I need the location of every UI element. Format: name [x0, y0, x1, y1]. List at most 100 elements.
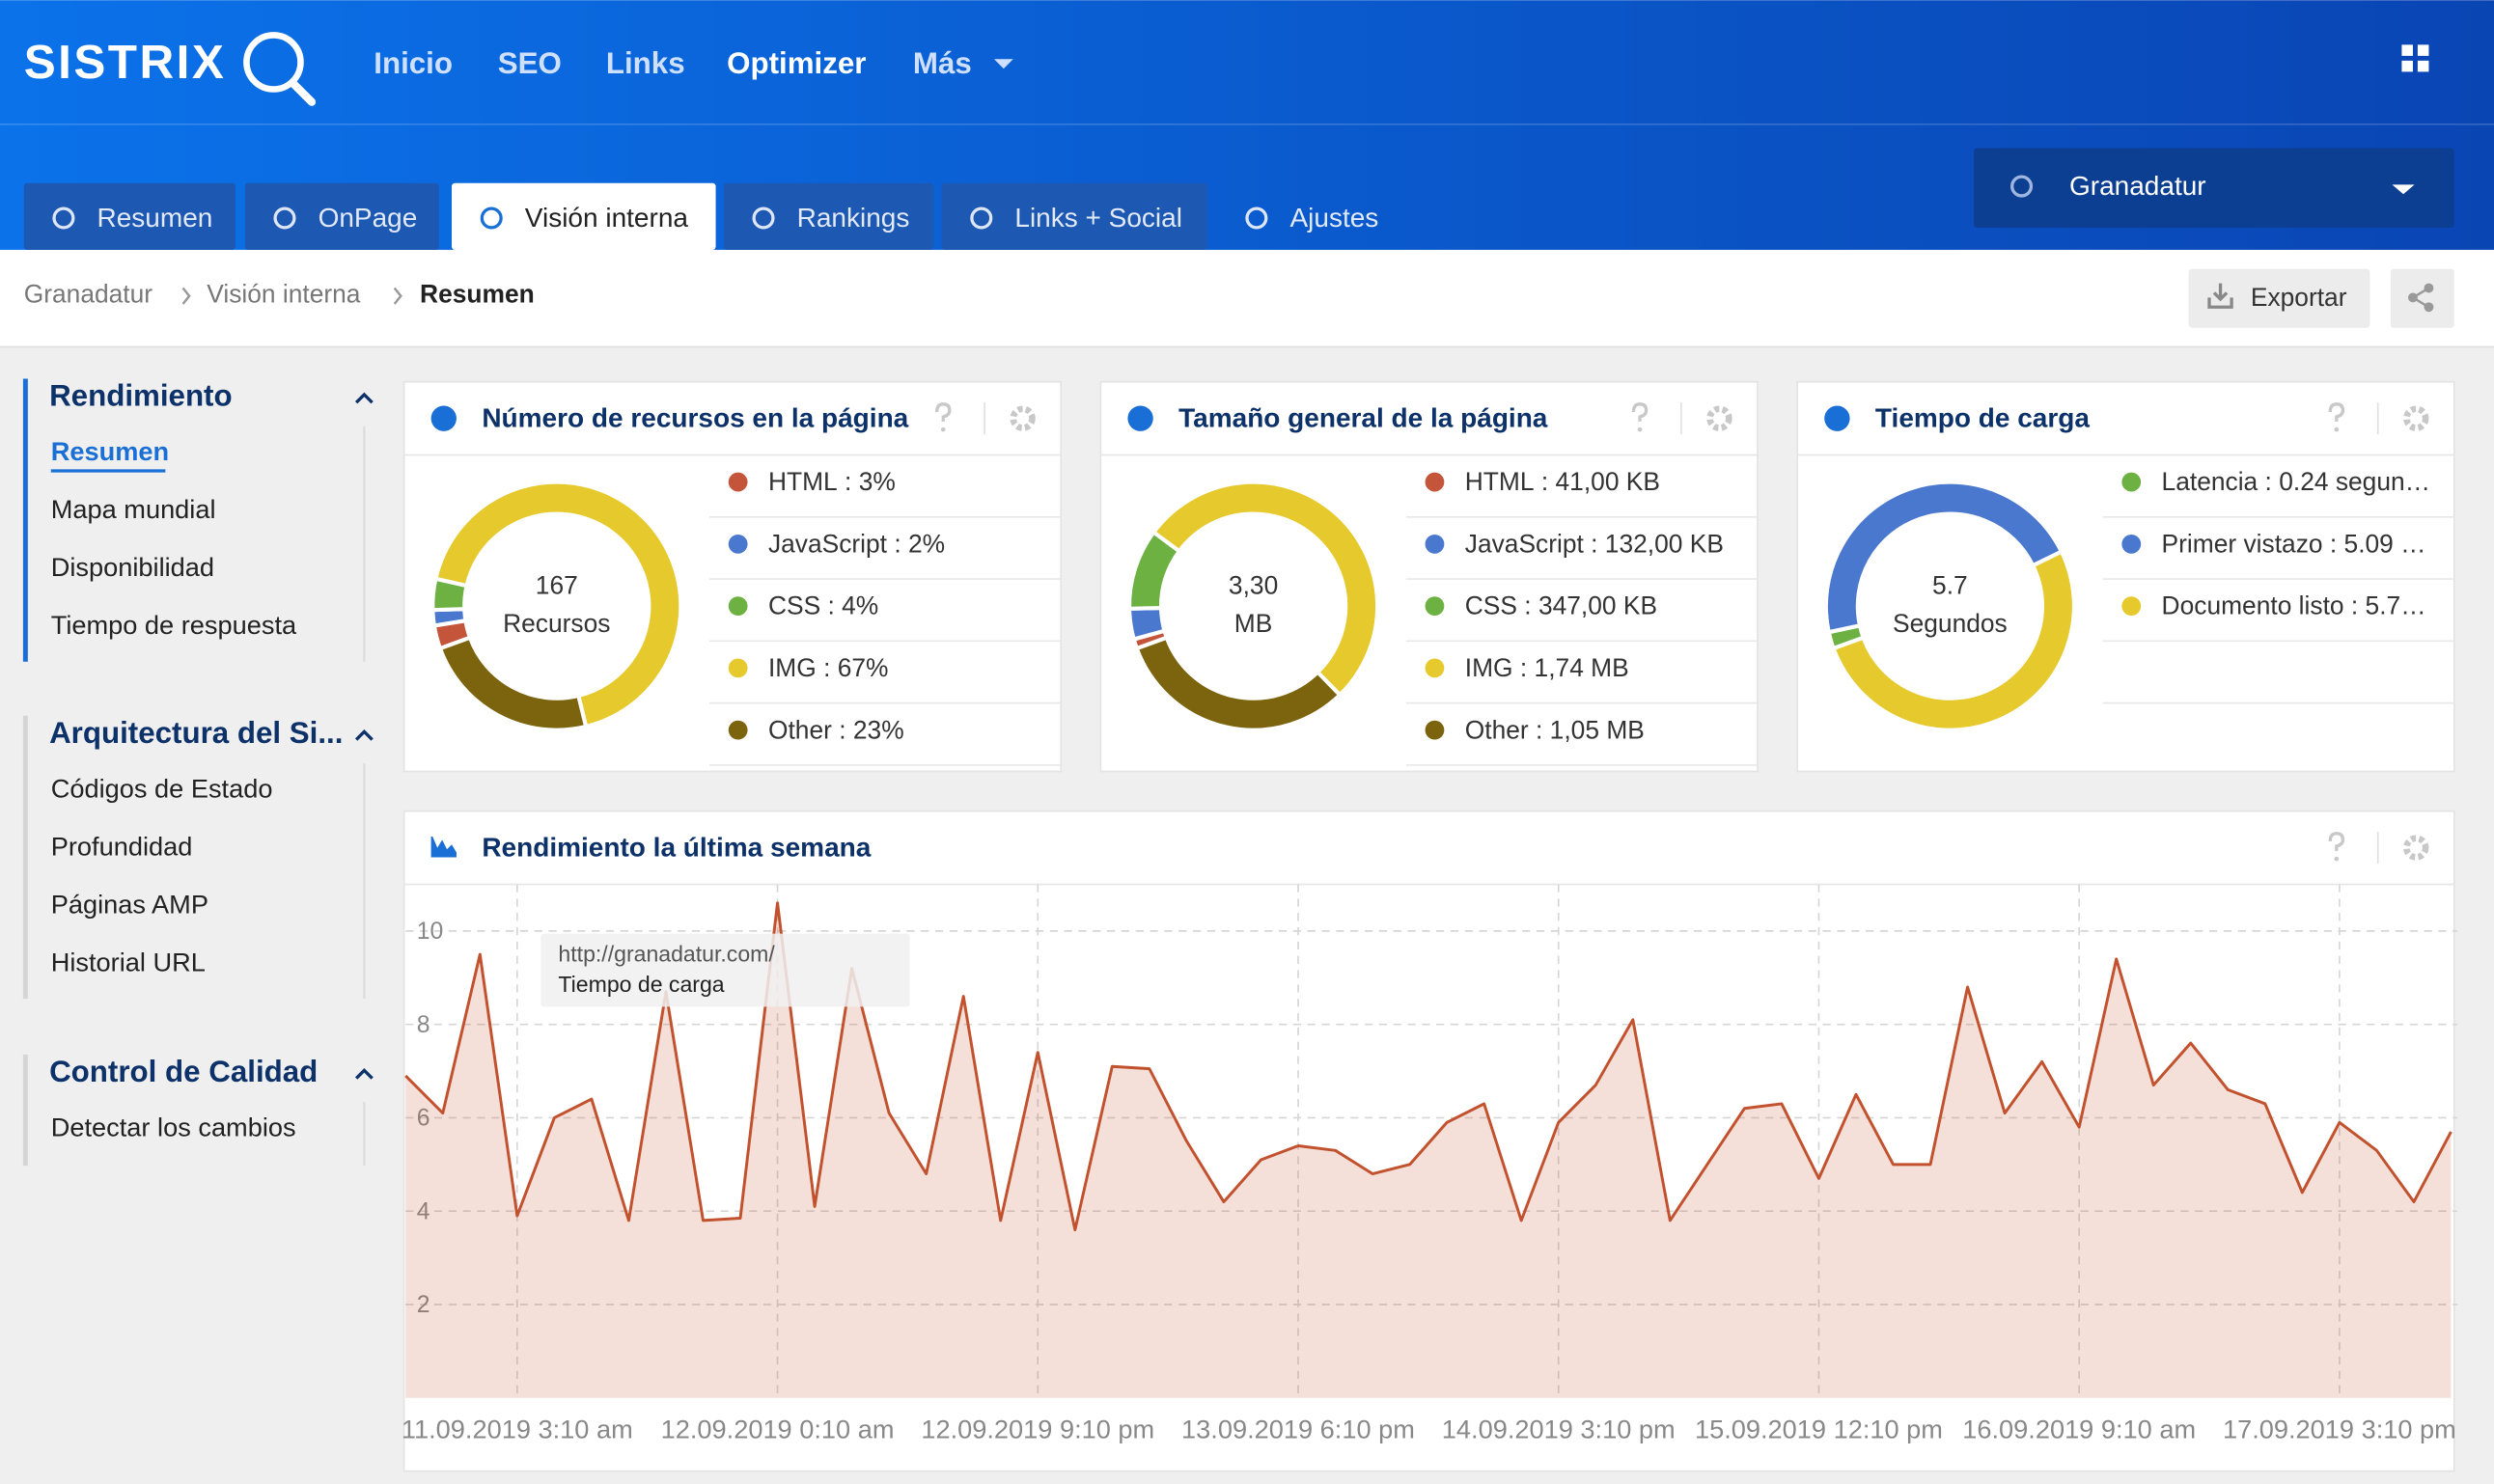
collapse-caret	[354, 1067, 374, 1080]
help-icon[interactable]	[935, 402, 952, 422]
legend-text: 23%	[853, 715, 904, 744]
legend-swatch	[1425, 658, 1445, 678]
tab[interactable]	[452, 182, 716, 250]
tab-label[interactable]: Links + Social	[1014, 203, 1182, 233]
legend-text: 5.09 …	[2344, 529, 2426, 558]
center-label: MB	[1234, 609, 1273, 638]
x-tick-label: 15.09.2019 12:10 pm	[1695, 1415, 1943, 1444]
sidebar-item[interactable]: Profundidad	[51, 831, 193, 861]
help-icon[interactable]	[1631, 402, 1649, 422]
x-tick-label: 14.09.2019 3:10 pm	[1442, 1415, 1676, 1444]
legend-entry: JavaScript : 132,00 KB	[1465, 529, 1724, 558]
breadcrumb-item[interactable]: Visión interna	[207, 280, 361, 309]
nav-item[interactable]: Más	[913, 46, 972, 80]
line	[404, 901, 2452, 1232]
legend-text: HTML	[1465, 467, 1535, 496]
legend-entry: CSS : 347,00 KB	[1465, 591, 1657, 620]
legend-text: 132,00 KB	[1605, 529, 1724, 558]
donut-slice	[1150, 480, 1380, 699]
sidebar-item[interactable]: Historial URL	[51, 947, 206, 976]
breadcrumb-item: Resumen	[420, 280, 535, 309]
card-title: Tiempo de carga	[1875, 403, 2090, 433]
tab-label[interactable]: OnPage	[319, 203, 418, 233]
card-title: Rendimiento la última semana	[482, 833, 871, 863]
tab-label[interactable]: Visión interna	[525, 203, 689, 233]
tab-icon	[480, 206, 503, 230]
donut-slice	[1830, 548, 2076, 732]
settings-icon[interactable]	[1010, 405, 1036, 431]
sidebar-item[interactable]: Páginas AMP	[51, 889, 208, 919]
legend-text: IMG	[768, 653, 817, 682]
export-label[interactable]: Exportar	[2251, 283, 2347, 312]
legend-text: 67%	[838, 653, 889, 682]
legend-text: :	[887, 529, 908, 558]
legend-text: CSS	[1465, 591, 1517, 620]
share-button[interactable]	[2390, 268, 2454, 328]
nav-item[interactable]: SEO	[498, 46, 562, 80]
center-label: Segundos	[1893, 609, 2008, 638]
tooltip-url: http://granadatur.com/	[558, 942, 775, 967]
tab[interactable]	[244, 182, 439, 250]
tab-label[interactable]: Ajustes	[1289, 203, 1378, 233]
tab[interactable]	[941, 182, 1207, 250]
legend-text: :	[820, 591, 842, 620]
legend-entry: IMG : 67%	[768, 653, 889, 682]
legend-swatch	[728, 534, 748, 554]
sidebar-title[interactable]: Control de Calidad	[49, 1055, 318, 1088]
help-icon[interactable]	[2328, 402, 2345, 422]
legend-swatch	[728, 658, 748, 678]
tab[interactable]	[23, 182, 236, 250]
sidebar-item[interactable]: Detectar los cambios	[51, 1112, 296, 1141]
export-button[interactable]	[2188, 268, 2370, 328]
legend-text: 41,00 KB	[1556, 467, 1660, 496]
legend-text: JavaScript	[768, 529, 888, 558]
legend-text: :	[2323, 529, 2344, 558]
sidebar-item[interactable]: Disponibilidad	[51, 552, 214, 582]
help-icon[interactable]	[2328, 832, 2345, 851]
legend-swatch	[2121, 596, 2142, 616]
tab-label[interactable]: Rankings	[797, 203, 910, 233]
legend-text: 1,05 MB	[1550, 715, 1645, 744]
y-tick-label: 10	[417, 919, 443, 945]
tab[interactable]	[723, 182, 934, 250]
x-tick-label: 13.09.2019 6:10 pm	[1181, 1415, 1415, 1444]
legend-entry: Primer vistazo : 5.09 …	[2162, 529, 2426, 558]
status-dot	[1824, 405, 1850, 431]
sidebar-item[interactable]: Mapa mundial	[51, 494, 216, 524]
tab-label[interactable]: Resumen	[97, 203, 213, 233]
breadcrumb-item[interactable]: Granadatur	[24, 280, 153, 309]
sidebar-item[interactable]: Códigos de Estado	[51, 773, 273, 803]
chart-icon	[430, 837, 457, 858]
donut-slice	[432, 480, 683, 729]
legend-text: 2%	[908, 529, 945, 558]
legend-swatch	[1425, 472, 1445, 492]
sidebar-title[interactable]: Rendimiento	[49, 378, 233, 412]
legend-text: :	[817, 653, 838, 682]
x-tick-label: 16.09.2019 9:10 am	[1962, 1415, 2196, 1444]
help-icon	[940, 426, 946, 432]
donut-slice	[1823, 480, 2064, 635]
legend-swatch	[2121, 534, 2142, 554]
legend-text: 1,74 MB	[1535, 653, 1629, 682]
y-tick-label: 8	[417, 1012, 430, 1038]
nav-item[interactable]: Optimizer	[727, 46, 866, 80]
nav-item[interactable]: Links	[606, 46, 685, 80]
x-tick-label: 12.09.2019 9:10 pm	[921, 1415, 1154, 1444]
x-tick-label: 17.09.2019 3:10 pm	[2223, 1415, 2456, 1444]
settings-icon[interactable]	[2403, 835, 2429, 861]
legend-entry: JavaScript : 2%	[768, 529, 945, 558]
tooltip-series: Tiempo de carga	[558, 972, 724, 997]
sidebar-title[interactable]: Arquitectura del Si...	[49, 716, 343, 750]
project-select[interactable]	[1974, 148, 2454, 228]
settings-icon[interactable]	[2403, 405, 2429, 431]
legend-entry: Other : 1,05 MB	[1465, 715, 1645, 744]
legend-text: Other	[768, 715, 832, 744]
settings-icon[interactable]	[1706, 405, 1732, 431]
sidebar-item[interactable]: Tiempo de respuesta	[51, 610, 297, 640]
legend-text: :	[1517, 591, 1538, 620]
sidebar-item[interactable]: Resumen	[51, 436, 169, 466]
apps-icon[interactable]	[2401, 44, 2429, 72]
nav-item[interactable]: Inicio	[374, 46, 453, 80]
